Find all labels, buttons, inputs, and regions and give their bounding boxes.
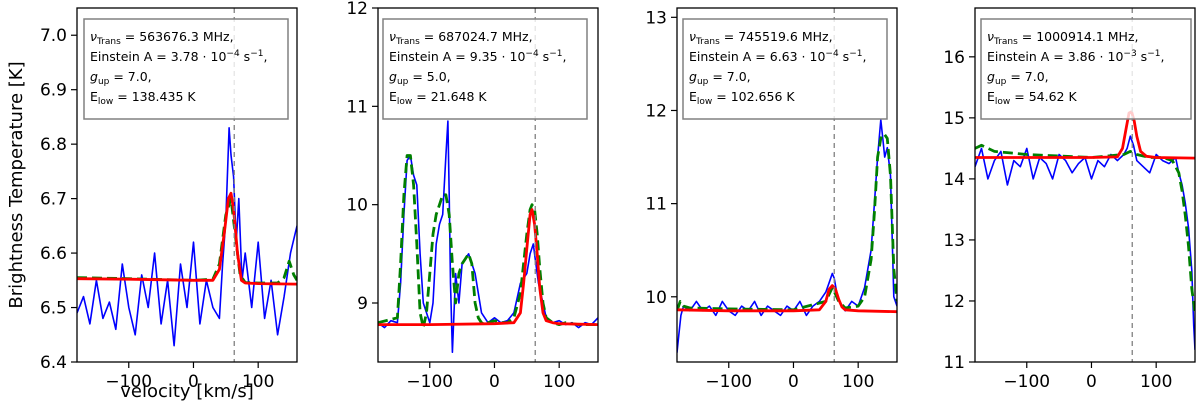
series-line-1 — [975, 135, 1195, 350]
series-line-2 — [77, 197, 297, 285]
series-line-1 — [677, 119, 897, 353]
info-line-3: gup = 7.0, — [987, 69, 1049, 87]
info-box-frame — [382, 18, 588, 120]
info-line-4: Elow = 138.435 K — [90, 89, 196, 107]
panel-2: νTrans = 687024.7 MHz, Einstein A = 9.35 … — [346, 0, 599, 392]
axes-frame — [676, 7, 898, 363]
y-tick-label: 9 — [357, 294, 368, 314]
series-line-3 — [677, 284, 897, 314]
x-tick-label: 100 — [543, 372, 575, 392]
info-line-1: νTrans = 1000914.1 MHz, — [987, 29, 1139, 47]
info-line-4: Elow = 102.656 K — [689, 89, 795, 107]
axes-frame — [76, 7, 298, 363]
x-tick-label: 100 — [842, 372, 874, 392]
x-tick-label: 0 — [788, 372, 799, 392]
y-tick-label: 16 — [943, 48, 965, 68]
info-line-2: Einstein A = 3.86 · 10−3 s−1, — [987, 49, 1164, 64]
series-line-2 — [378, 154, 598, 330]
x-tick-label: −100 — [105, 372, 152, 392]
y-tick-label: 6.8 — [40, 135, 67, 155]
info-box: νTrans = 687024.7 MHz, Einstein A = 9.35 … — [382, 18, 588, 120]
y-tick-label: 10 — [645, 288, 667, 308]
info-line-2: Einstein A = 6.63 · 10−4 s−1, — [689, 49, 866, 64]
y-tick-label: 13 — [645, 8, 667, 28]
info-line-1: νTrans = 745519.6 MHz, — [689, 29, 833, 47]
info-line-2: Einstein A = 9.35 · 10−4 s−1, — [389, 49, 566, 64]
y-tick-label: 6.7 — [40, 190, 67, 210]
series-line-3 — [77, 191, 297, 286]
x-tick-label: −100 — [705, 372, 752, 392]
info-line-2: Einstein A = 3.78 · 10−4 s−1, — [90, 49, 267, 64]
panel-1: νTrans = 563676.3 MHz, Einstein A = 3.78 … — [6, 7, 298, 402]
x-axis-title: velocity [km/s] — [120, 381, 254, 402]
y-tick-label: 13 — [943, 231, 965, 251]
y-tick-label: 6.9 — [40, 81, 67, 101]
y-tick-label: 10 — [346, 196, 368, 216]
axes-frame — [377, 7, 599, 363]
info-line-3: gup = 7.0, — [689, 69, 751, 87]
info-line-1: νTrans = 687024.7 MHz, — [389, 29, 533, 47]
y-axis-title: Brightness Temperature [K] — [6, 61, 27, 308]
x-tick-label: 0 — [489, 372, 500, 392]
x-tick-label: −100 — [1003, 372, 1050, 392]
axes-frame — [974, 7, 1196, 363]
panel-4: νTrans = 1000914.1 MHz, Einstein A = 3.86… — [943, 7, 1196, 392]
y-tick-label: 11 — [346, 97, 368, 117]
y-tick-label: 6.4 — [40, 353, 67, 373]
y-tick-label: 6.5 — [40, 299, 67, 319]
info-line-1: νTrans = 563676.3 MHz, — [90, 29, 234, 47]
panel-3: νTrans = 745519.6 MHz, Einstein A = 6.63 … — [645, 7, 898, 392]
x-tick-label: 0 — [1086, 372, 1097, 392]
y-tick-label: 12 — [943, 292, 965, 312]
series-line-2 — [975, 143, 1195, 314]
info-box-frame — [980, 18, 1192, 120]
y-tick-label: 15 — [943, 109, 965, 129]
y-tick-label: 11 — [943, 353, 965, 373]
y-tick-label: 12 — [645, 101, 667, 121]
series-line-1 — [77, 127, 297, 347]
x-tick-label: 0 — [188, 372, 199, 392]
info-line-3: gup = 5.0, — [389, 69, 451, 87]
info-line-4: Elow = 21.648 K — [389, 89, 487, 107]
series-line-3 — [378, 208, 598, 327]
y-tick-label: 6.6 — [40, 244, 67, 264]
x-tick-label: −100 — [406, 372, 453, 392]
info-box: νTrans = 563676.3 MHz, Einstein A = 3.78 … — [83, 18, 289, 120]
y-tick-label: 11 — [645, 195, 667, 215]
info-line-4: Elow = 54.62 K — [987, 89, 1077, 107]
series-line-2 — [677, 132, 897, 312]
info-box-frame — [83, 18, 289, 120]
info-box-frame — [682, 18, 888, 120]
info-box: νTrans = 1000914.1 MHz, Einstein A = 3.86… — [980, 18, 1192, 120]
info-line-3: gup = 7.0, — [90, 69, 152, 87]
panels-layer: νTrans = 563676.3 MHz, Einstein A = 3.78 … — [6, 0, 1196, 402]
y-tick-label: 12 — [346, 0, 368, 19]
info-box: νTrans = 745519.6 MHz, Einstein A = 6.63 … — [682, 18, 888, 120]
y-tick-label: 7.0 — [40, 26, 67, 46]
x-tick-label: 100 — [1140, 372, 1172, 392]
x-tick-label: 100 — [242, 372, 274, 392]
y-tick-label: 14 — [943, 170, 965, 190]
